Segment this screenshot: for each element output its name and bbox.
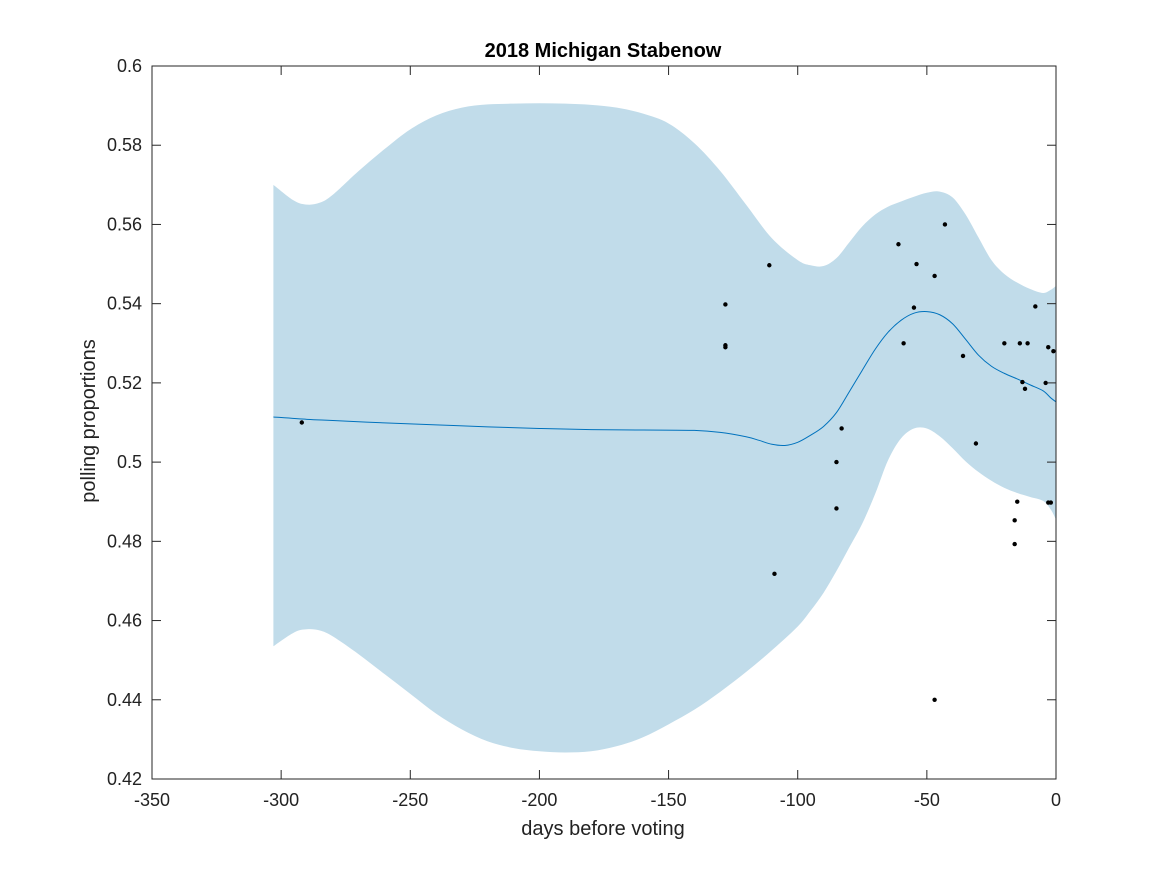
poll-point [1046, 345, 1051, 350]
axes: -350 -300 -250 -200 -150 -100 -50 0 0.42 0.44 0.46… [107, 56, 1061, 810]
poll-point [299, 420, 305, 425]
poll-point [911, 305, 917, 310]
poll-point [839, 426, 844, 431]
y-tick-label: 0.58 [107, 135, 142, 155]
y-tick-label: 0.52 [107, 373, 142, 393]
x-tick-label: -100 [780, 790, 816, 810]
poll-point [896, 242, 901, 247]
x-tick-label: -300 [263, 790, 299, 810]
poll-point [1012, 518, 1017, 523]
y-tick-label: 0.54 [107, 294, 142, 314]
y-tick-label: 0.48 [107, 531, 142, 551]
y-tick-label: 0.44 [107, 690, 142, 710]
poll-point [1033, 304, 1038, 309]
x-tick-label: -150 [651, 790, 687, 810]
poll-point [1025, 341, 1030, 346]
poll-point [932, 697, 937, 702]
y-tick-label: 0.42 [107, 769, 142, 789]
poll-point [723, 345, 728, 350]
plot-area [273, 103, 1057, 753]
poll-point [1012, 541, 1017, 547]
axes-box [151, 65, 1057, 780]
poll-point [767, 263, 772, 268]
x-tick-label: -200 [521, 790, 557, 810]
y-tick-label: 0.6 [117, 56, 142, 76]
poll-point [1043, 380, 1048, 386]
x-tick-label: -50 [914, 790, 940, 810]
y-tick-label: 0.5 [117, 452, 142, 472]
poll-point [1017, 341, 1023, 346]
poll-point [932, 273, 937, 279]
mean-line [273, 311, 1057, 447]
y-tick-label: 0.46 [107, 611, 142, 631]
poll-point [1002, 341, 1007, 346]
chart-title: 2018 Michigan Stabenow [485, 40, 722, 62]
x-tick-label: -350 [134, 790, 170, 810]
poll-point [1051, 349, 1056, 354]
poll-point [1048, 500, 1054, 505]
poll-point [723, 302, 728, 307]
poll-point [973, 441, 979, 446]
poll-point [834, 459, 839, 465]
poll-point [1015, 499, 1020, 504]
y-axis-label: polling proportions [78, 339, 100, 502]
x-tick-label: 0 [1051, 790, 1061, 810]
x-axis-label: days before voting [521, 818, 684, 840]
poll-point [772, 571, 777, 577]
poll-point [1020, 379, 1025, 385]
poll-point [901, 341, 906, 346]
poll-point [914, 261, 919, 267]
confidence-band [273, 103, 1056, 753]
poll-point [960, 353, 966, 359]
poll-point [1022, 386, 1028, 392]
poll-point [834, 506, 839, 511]
y-tick-label: 0.56 [107, 214, 142, 234]
poll-point [942, 222, 948, 227]
x-tick-label: -250 [392, 790, 428, 810]
